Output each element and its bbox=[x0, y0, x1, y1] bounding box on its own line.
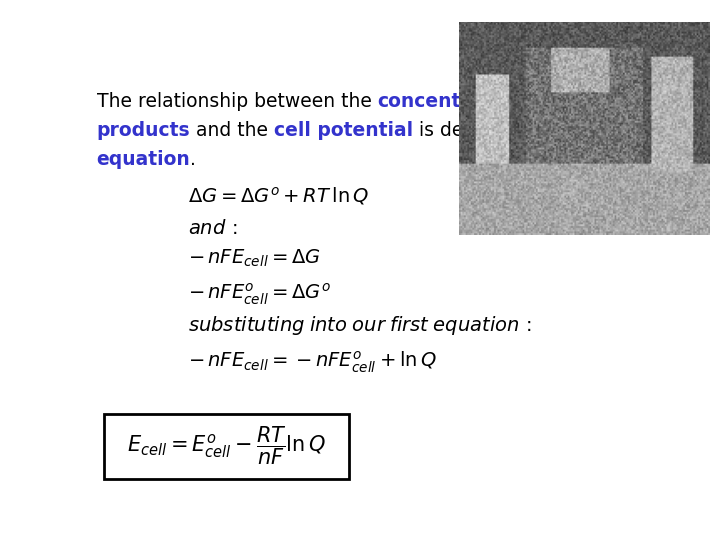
Text: Nearnst: Nearnst bbox=[604, 121, 688, 140]
Text: .: . bbox=[191, 150, 197, 169]
Text: $-\,nFE^o_{cell} = \Delta G^o$: $-\,nFE^o_{cell} = \Delta G^o$ bbox=[188, 281, 330, 307]
Text: of: of bbox=[524, 92, 554, 111]
Text: reactants: reactants bbox=[554, 92, 655, 111]
Text: $\Delta G = \Delta G^o + RT\,\ln Q$: $\Delta G = \Delta G^o + RT\,\ln Q$ bbox=[188, 185, 369, 207]
Text: products: products bbox=[96, 121, 190, 140]
Text: concentration: concentration bbox=[377, 92, 524, 111]
Text: $-\,nFE_{cell} = \Delta G$: $-\,nFE_{cell} = \Delta G$ bbox=[188, 248, 320, 269]
Text: The relationship between the: The relationship between the bbox=[96, 92, 377, 111]
Text: and: and bbox=[655, 92, 696, 111]
Text: $E_{cell} = E^o_{cell} - \dfrac{RT}{nF}\ln Q$: $E_{cell} = E^o_{cell} - \dfrac{RT}{nF}\… bbox=[127, 424, 326, 467]
Text: cell potential: cell potential bbox=[274, 121, 413, 140]
Text: $-\,nFE_{cell} = -nFE^o_{cell} + \ln Q$: $-\,nFE_{cell} = -nFE^o_{cell} + \ln Q$ bbox=[188, 349, 436, 375]
Text: and the: and the bbox=[190, 121, 274, 140]
FancyBboxPatch shape bbox=[104, 414, 349, 478]
Text: $substituting\;into\;our\;first\;equation\,:$: $substituting\;into\;our\;first\;equatio… bbox=[188, 314, 531, 338]
Text: is described by the: is described by the bbox=[413, 121, 604, 140]
Text: $and\,:$: $and\,:$ bbox=[188, 219, 238, 238]
Text: equation: equation bbox=[96, 150, 191, 169]
